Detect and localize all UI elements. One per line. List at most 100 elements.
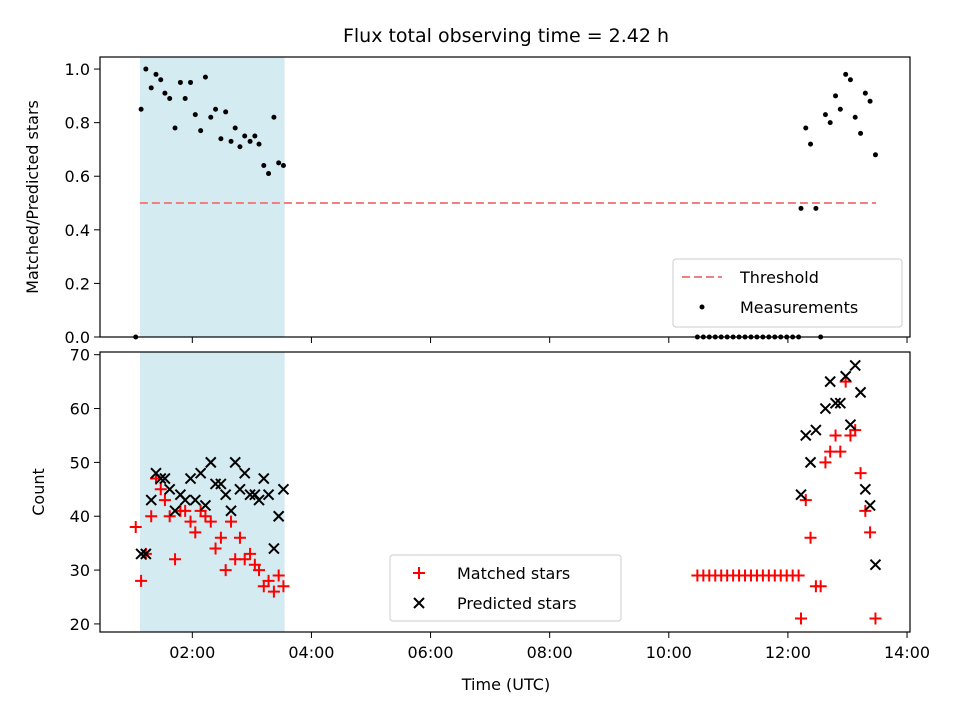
- measurement-point: [813, 205, 819, 211]
- predicted-star-point: [135, 548, 147, 560]
- measurement-point: [862, 90, 868, 96]
- matched-star-markers: [129, 375, 882, 625]
- predicted-star-point: [854, 386, 867, 399]
- measurement-point: [276, 160, 282, 166]
- measurement-point: [172, 125, 178, 131]
- matched-star-point: [129, 521, 142, 533]
- predicted-star-point: [810, 424, 822, 436]
- measurement-point: [167, 96, 173, 102]
- measurement-point: [837, 106, 843, 112]
- predicted-star-point: [199, 499, 212, 512]
- matched-star-point: [145, 510, 158, 523]
- measurement-point: [261, 163, 267, 169]
- predicted-star-point: [239, 467, 251, 479]
- matched-star-point: [238, 553, 251, 566]
- matched-star-point: [869, 612, 882, 625]
- x-tick-label: 10:00: [646, 643, 692, 662]
- predicted-star-point: [145, 494, 157, 506]
- matched-star-point: [154, 483, 167, 496]
- matched-star-point: [262, 574, 275, 587]
- ratio-y-axis-label: Matched/Predicted stars: [23, 100, 42, 294]
- predicted-star-point: [804, 456, 817, 469]
- measurement-point: [843, 71, 849, 77]
- predicted-star-point: [262, 488, 275, 501]
- matched-star-point: [814, 580, 827, 593]
- matched-star-point: [253, 564, 266, 577]
- measurement-point: [143, 66, 149, 72]
- matched-star-point: [854, 467, 867, 480]
- matched-star-point: [795, 612, 808, 625]
- measurement-point: [867, 98, 873, 104]
- count-tick-group: 20 30 40 50 60 70 02:00 04:00 06:00 08:00 10:00 12:…: [70, 346, 930, 662]
- y-tick-label: 0.8: [65, 114, 90, 133]
- matched-star-point: [864, 526, 877, 539]
- x-axis-label: Time (UTC): [461, 675, 550, 694]
- measurement-point: [213, 106, 219, 112]
- matched-star-point: [819, 456, 832, 469]
- matched-star-point: [829, 429, 842, 442]
- predicted-star-point: [795, 488, 807, 501]
- predicted-star-point: [800, 429, 812, 442]
- ratio-tick-group: 0.0 0.2 0.4 0.6 0.8 1.0: [65, 60, 908, 347]
- measurement-point: [833, 93, 839, 99]
- predicted-star-point: [829, 397, 842, 409]
- measurement-point: [247, 138, 253, 144]
- y-tick-label: 40: [70, 507, 90, 526]
- measurement-point: [808, 141, 814, 147]
- matched-star-point: [163, 510, 176, 523]
- measurement-point: [138, 106, 144, 112]
- predicted-star-point: [253, 494, 265, 506]
- measurement-point: [242, 133, 248, 139]
- predicted-star-point: [189, 494, 202, 506]
- predicted-star-point: [163, 483, 176, 496]
- measurement-point: [280, 163, 286, 169]
- predicted-star-point: [184, 472, 197, 485]
- measurement-point: [228, 138, 234, 144]
- count-legend: Matched stars Predicted stars: [389, 554, 622, 622]
- predicted-star-point: [205, 456, 217, 469]
- measurement-point: [822, 112, 828, 118]
- y-tick-label: 0.0: [65, 328, 90, 347]
- measurement-point: [218, 136, 224, 142]
- predicted-star-point: [244, 488, 256, 501]
- matched-star-point: [849, 424, 862, 437]
- x-tick-label: 06:00: [407, 643, 453, 662]
- predicted-star-point: [155, 472, 167, 485]
- measurement-point: [177, 79, 183, 85]
- x-tick-label: 14:00: [884, 643, 930, 662]
- predicted-star-point: [159, 472, 171, 485]
- x-tick-label: 08:00: [527, 643, 573, 662]
- measurement-point: [256, 141, 262, 147]
- y-tick-label: 0.6: [65, 167, 90, 186]
- y-tick-label: 30: [70, 561, 90, 580]
- predicted-star-point: [834, 397, 847, 409]
- predicted-star-point: [229, 456, 241, 469]
- count-y-axis-label: Count: [29, 468, 48, 516]
- measurement-point: [192, 112, 198, 118]
- measurement-point: [158, 77, 164, 83]
- x-tick-label: 02:00: [169, 643, 215, 662]
- legend-predicted-swatch: [413, 597, 425, 609]
- legend-matched-swatch: [413, 567, 425, 579]
- matched-star-point: [233, 531, 246, 544]
- measurement-point: [847, 77, 853, 83]
- matched-star-point: [219, 564, 232, 577]
- legend-matched-label: Matched stars: [457, 564, 570, 583]
- panel-ratio: 0.0 0.2 0.4 0.6 0.8 1.0 Matched/Predicted sta…: [23, 56, 911, 347]
- matched-star-point: [804, 531, 817, 544]
- matched-star-point: [158, 494, 171, 507]
- predicted-star-point: [219, 488, 232, 501]
- measurement-point: [237, 144, 243, 150]
- measurement-point: [271, 114, 277, 120]
- matched-star-point: [179, 504, 192, 517]
- predicted-star-point: [824, 375, 836, 388]
- y-tick-label: 70: [70, 346, 90, 365]
- measurement-point: [252, 133, 258, 139]
- predicted-star-point: [179, 494, 191, 506]
- measurement-point: [148, 85, 154, 91]
- ratio-shaded-interval: [139, 57, 285, 337]
- panel-count: 20 30 40 50 60 70 02:00 04:00 06:00 08:00 10:00 12:…: [29, 346, 930, 694]
- measurement-point: [803, 125, 809, 131]
- y-tick-label: 0.2: [65, 274, 90, 293]
